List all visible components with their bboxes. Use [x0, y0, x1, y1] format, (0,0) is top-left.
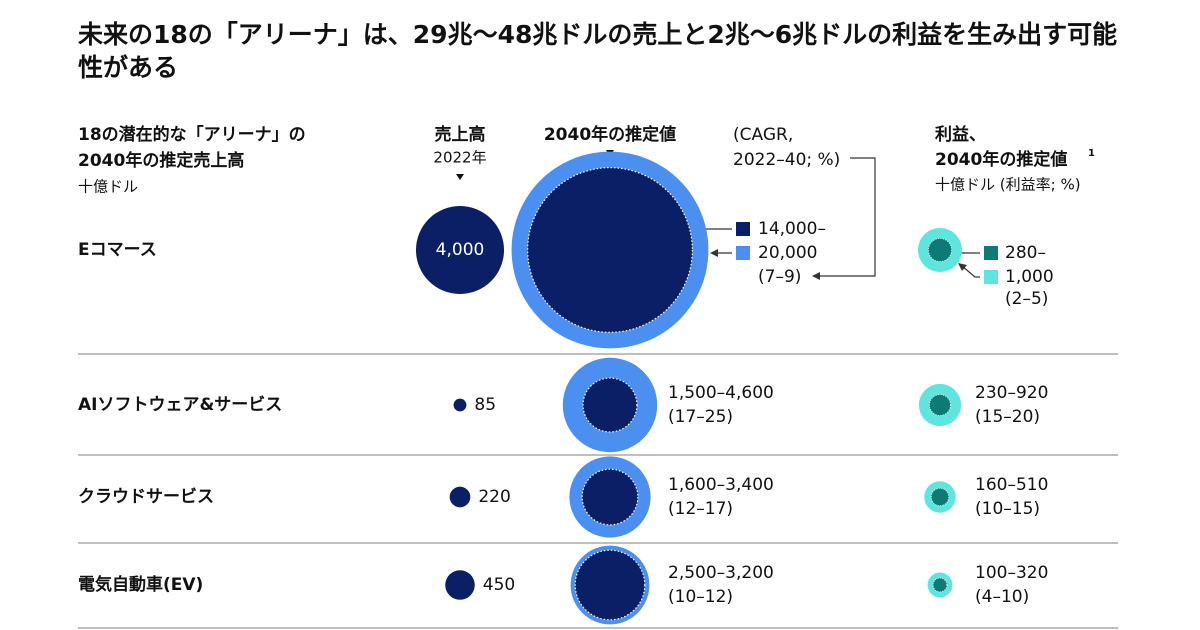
- footnote-mark: 1: [1088, 148, 1095, 159]
- value-label: 2,500–3,200: [668, 563, 774, 583]
- row-unit: 十億ドル: [78, 178, 138, 196]
- cagr-label: (12–17): [668, 499, 733, 519]
- connector: [961, 265, 980, 278]
- bubble-2022: [449, 486, 471, 508]
- column-header: 利益、: [935, 124, 986, 145]
- bubble-2022: [415, 205, 505, 295]
- column-unit: 十億ドル (利益率; %): [935, 176, 1081, 194]
- bubble-2022: [453, 398, 467, 412]
- connector: [815, 157, 876, 277]
- value-label: 4,000: [436, 240, 485, 260]
- arrowhead: [958, 263, 967, 271]
- bubble-profit-low: [932, 577, 948, 593]
- bubble-profit-low: [930, 487, 950, 507]
- margin-label: (10–15): [975, 499, 1040, 519]
- legend-swatch: [736, 222, 750, 236]
- value-label: 220: [478, 487, 510, 507]
- value-label: 450: [483, 575, 515, 595]
- bubble-2040-low: [581, 468, 639, 526]
- bubble-2040-low: [527, 167, 693, 333]
- row-header: 2040年の推定売上高: [78, 150, 244, 171]
- value-label: 1,500–4,600: [668, 383, 774, 403]
- row-label: クラウドサービス: [78, 487, 214, 507]
- legend-swatch: [736, 246, 750, 260]
- column-header: 2040年の推定値: [935, 149, 1067, 170]
- column-header: 2040年の推定値: [544, 124, 676, 145]
- row-label: AIソフトウェア&サービス: [78, 395, 282, 415]
- value-label: 160–510: [975, 475, 1048, 495]
- value-label: 280–: [1005, 243, 1046, 263]
- pointer: [456, 174, 464, 180]
- column-header: 2022–40; %): [733, 150, 840, 170]
- column-header: 2022年: [433, 149, 486, 167]
- value-label: 20,000: [758, 243, 817, 263]
- column-header: 売上高: [435, 124, 486, 145]
- bubble-profit-low: [927, 237, 953, 263]
- row-header: 18の潜在的な「アリーナ」の: [78, 124, 306, 145]
- arrowhead: [812, 272, 820, 280]
- margin-label: (4–10): [975, 587, 1029, 607]
- bubble-2040-low: [574, 549, 646, 621]
- value-label: 14,000–: [758, 219, 826, 239]
- cagr-label: (7–9): [758, 267, 801, 287]
- bubble-profit-low: [928, 393, 952, 417]
- value-label: 230–920: [975, 383, 1048, 403]
- column-header: (CAGR,: [733, 125, 793, 145]
- bubble-2022: [445, 570, 475, 600]
- value-label: 100–320: [975, 563, 1048, 583]
- chart-title: 未来の18の「アリーナ」は、29兆〜48兆ドルの売上と2兆〜6兆ドルの利益を生み…: [78, 20, 1118, 82]
- row-label: Eコマース: [78, 240, 157, 260]
- cagr-label: (17–25): [668, 407, 733, 427]
- legend-swatch: [984, 246, 998, 260]
- legend-swatch: [984, 270, 998, 284]
- value-label: 1,000: [1005, 267, 1054, 287]
- arrowhead: [710, 249, 718, 257]
- value-label: 85: [474, 395, 496, 415]
- margin-label: (15–20): [975, 407, 1040, 427]
- row-label: 電気自動車(EV): [78, 574, 203, 595]
- bubble-2040-low: [582, 377, 638, 433]
- cagr-label: (10–12): [668, 587, 733, 607]
- value-label: 1,600–3,400: [668, 475, 774, 495]
- margin-label: (2–5): [1005, 289, 1048, 309]
